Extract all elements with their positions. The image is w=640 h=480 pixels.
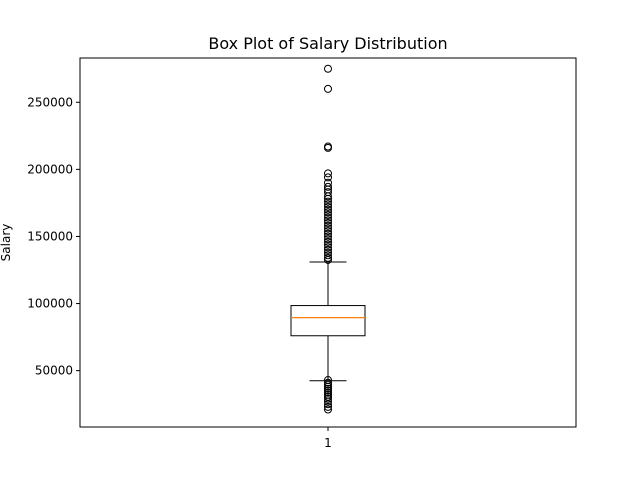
outlier-point [324, 84, 332, 93]
outlier-point [324, 216, 332, 225]
outlier-point [324, 64, 332, 73]
outlier-point [324, 229, 332, 238]
outlier-point [324, 240, 332, 249]
outlier-point [324, 382, 332, 391]
outlier-point [324, 200, 332, 209]
outlier-point [324, 243, 332, 252]
outlier-point [324, 237, 332, 246]
outlier-point [324, 384, 332, 393]
outlier-point [324, 255, 332, 264]
outlier-point [324, 178, 332, 187]
outlier-point [324, 182, 332, 191]
outlier-point [324, 197, 332, 206]
outlier-point [324, 388, 332, 397]
outlier-point [324, 205, 332, 214]
outlier-point [324, 400, 332, 409]
chart-title: Box Plot of Salary Distribution [208, 34, 447, 53]
outlier-point [324, 210, 332, 219]
outlier-point [324, 221, 332, 230]
y-tick-label: 150000 [27, 229, 73, 243]
outlier-point [324, 397, 332, 406]
outlier-point [324, 202, 332, 211]
outlier-point [324, 208, 332, 217]
outlier-point [324, 380, 332, 389]
y-axis-label: Salary [0, 224, 13, 262]
outlier-point [324, 253, 332, 262]
outlier-point [324, 173, 332, 182]
outlier-point [324, 235, 332, 244]
outlier-point [324, 251, 332, 260]
outlier-point [324, 219, 332, 228]
y-tick-label: 50000 [35, 364, 73, 378]
outlier-point [324, 245, 332, 254]
outlier-point [324, 224, 332, 233]
y-tick-label: 250000 [27, 95, 73, 109]
plot-frame [79, 57, 577, 428]
iqr-box [290, 305, 366, 337]
outlier-point [324, 378, 332, 387]
outlier-point [324, 213, 332, 222]
outlier-point [324, 394, 332, 403]
outlier-point [324, 232, 332, 241]
outlier-point [324, 169, 332, 178]
outlier-point [324, 192, 332, 201]
outlier-point [324, 386, 332, 395]
y-tick-label: 100000 [27, 297, 73, 311]
x-tick-label: 1 [324, 436, 332, 450]
outlier-point [324, 405, 332, 414]
plot-area: 50000 100000 150000 200000 250000 1 [27, 64, 366, 450]
outlier-point [324, 194, 332, 203]
outlier-point [324, 227, 332, 236]
outlier-point [324, 143, 332, 152]
y-tick-label: 200000 [27, 162, 73, 176]
outlier-point [324, 402, 332, 411]
